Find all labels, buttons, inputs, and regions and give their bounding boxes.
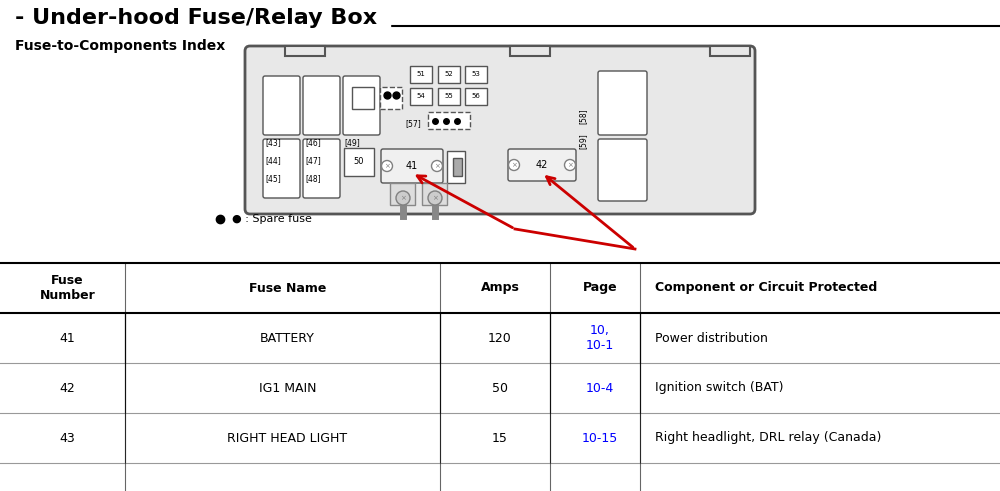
Text: 53: 53 bbox=[472, 72, 480, 78]
Text: Page: Page bbox=[583, 281, 617, 295]
Text: Fuse Name: Fuse Name bbox=[249, 281, 326, 295]
Bar bbox=[380, 87, 402, 109]
Text: [59]: [59] bbox=[578, 133, 588, 149]
FancyBboxPatch shape bbox=[245, 46, 755, 214]
Text: 41: 41 bbox=[406, 161, 418, 171]
Text: [47]: [47] bbox=[305, 157, 321, 165]
FancyBboxPatch shape bbox=[303, 139, 340, 198]
Text: 15: 15 bbox=[492, 432, 508, 444]
Text: Power distribution: Power distribution bbox=[655, 331, 768, 345]
FancyBboxPatch shape bbox=[343, 76, 380, 135]
Circle shape bbox=[396, 191, 410, 205]
Bar bbox=[710, 46, 750, 56]
Bar bbox=[447, 151, 465, 183]
Bar bbox=[285, 46, 325, 56]
FancyBboxPatch shape bbox=[381, 149, 443, 183]
Text: [46]: [46] bbox=[305, 138, 321, 147]
Text: ● : Spare fuse: ● : Spare fuse bbox=[232, 214, 312, 224]
Bar bbox=[410, 88, 432, 105]
Bar bbox=[422, 183, 447, 205]
Text: 43: 43 bbox=[60, 432, 75, 444]
Text: Ignition switch (BAT): Ignition switch (BAT) bbox=[655, 382, 784, 394]
Text: 54: 54 bbox=[417, 93, 425, 100]
Bar bbox=[438, 88, 460, 105]
Text: ×: × bbox=[567, 162, 573, 168]
FancyBboxPatch shape bbox=[508, 149, 576, 181]
FancyBboxPatch shape bbox=[598, 71, 647, 135]
Bar bbox=[465, 88, 487, 105]
Text: 52: 52 bbox=[445, 72, 453, 78]
Bar bbox=[428, 112, 470, 129]
Text: [44]: [44] bbox=[265, 157, 281, 165]
Text: 56: 56 bbox=[472, 93, 480, 100]
Text: 42: 42 bbox=[60, 382, 75, 394]
Circle shape bbox=[382, 161, 392, 171]
Text: [43]: [43] bbox=[265, 138, 281, 147]
Text: ×: × bbox=[384, 163, 390, 169]
Bar bbox=[510, 46, 550, 56]
FancyBboxPatch shape bbox=[598, 139, 647, 201]
Text: 50: 50 bbox=[492, 382, 508, 394]
Text: ×: × bbox=[434, 163, 440, 169]
FancyBboxPatch shape bbox=[263, 139, 300, 198]
Circle shape bbox=[432, 161, 442, 171]
Text: 51: 51 bbox=[417, 72, 425, 78]
Bar bbox=[0, 9, 390, 34]
Circle shape bbox=[564, 160, 576, 170]
Text: 55: 55 bbox=[445, 93, 453, 100]
Text: [45]: [45] bbox=[265, 174, 281, 184]
Text: IG1 MAIN: IG1 MAIN bbox=[259, 382, 316, 394]
Bar bbox=[438, 66, 460, 83]
Text: 10,
10-1: 10, 10-1 bbox=[586, 324, 614, 352]
Bar bbox=[390, 183, 415, 205]
Text: BATTERY: BATTERY bbox=[260, 331, 315, 345]
Text: ×: × bbox=[400, 195, 406, 201]
Circle shape bbox=[428, 191, 442, 205]
Text: Amps: Amps bbox=[481, 281, 519, 295]
Bar bbox=[453, 158, 462, 176]
Bar bbox=[344, 148, 374, 176]
Bar bbox=[352, 87, 374, 109]
Text: 10-15: 10-15 bbox=[582, 432, 618, 444]
Text: Fuse
Number: Fuse Number bbox=[40, 274, 95, 302]
Text: 41: 41 bbox=[60, 331, 75, 345]
Text: - Under-hood Fuse/Relay Box: - Under-hood Fuse/Relay Box bbox=[15, 8, 377, 28]
Text: [57]: [57] bbox=[405, 119, 421, 128]
FancyBboxPatch shape bbox=[263, 76, 300, 135]
Circle shape bbox=[509, 160, 520, 170]
Text: Component or Circuit Protected: Component or Circuit Protected bbox=[655, 281, 877, 295]
Bar bbox=[410, 66, 432, 83]
Text: Right headlight, DRL relay (Canada): Right headlight, DRL relay (Canada) bbox=[655, 432, 881, 444]
Text: ×: × bbox=[432, 195, 438, 201]
Text: [58]: [58] bbox=[578, 108, 588, 124]
Text: 10-4: 10-4 bbox=[586, 382, 614, 394]
Text: 50: 50 bbox=[354, 158, 364, 166]
Text: 42: 42 bbox=[536, 160, 548, 170]
Text: 120: 120 bbox=[488, 331, 512, 345]
Text: [48]: [48] bbox=[305, 174, 321, 184]
Bar bbox=[465, 66, 487, 83]
Text: [49]: [49] bbox=[344, 138, 360, 147]
Text: RIGHT HEAD LIGHT: RIGHT HEAD LIGHT bbox=[227, 432, 348, 444]
FancyBboxPatch shape bbox=[303, 76, 340, 135]
Text: ×: × bbox=[511, 162, 517, 168]
Text: Fuse-to-Components Index: Fuse-to-Components Index bbox=[15, 39, 225, 53]
